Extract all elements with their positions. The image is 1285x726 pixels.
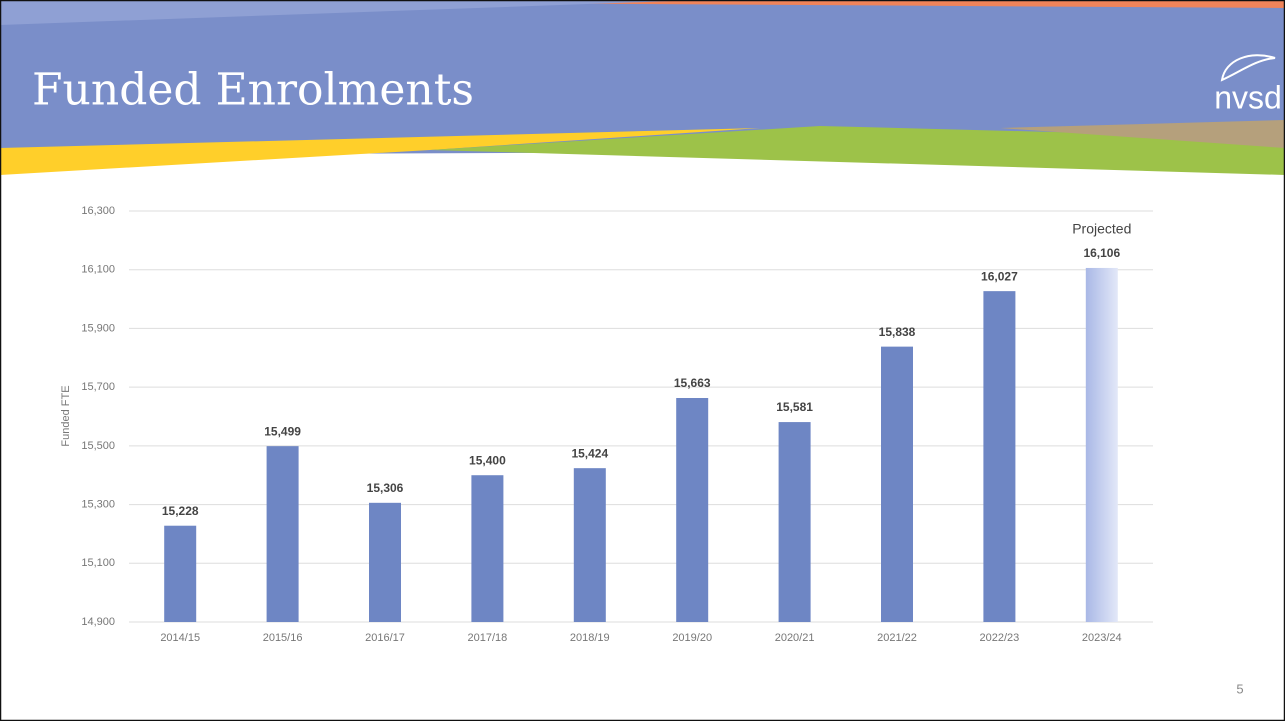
bar xyxy=(471,475,504,622)
y-tick-label: 16,100 xyxy=(81,264,115,276)
bar xyxy=(573,468,606,622)
bar xyxy=(266,446,299,622)
x-tick-label: 2014/15 xyxy=(160,632,200,644)
annotation: Projected xyxy=(1072,221,1131,237)
value-label: 16,106 xyxy=(1083,246,1120,260)
value-label: 15,581 xyxy=(776,400,813,414)
y-tick-label: 16,300 xyxy=(81,205,115,217)
value-label: 15,400 xyxy=(469,453,506,467)
bar xyxy=(676,398,709,622)
x-tick-label: 2018/19 xyxy=(570,632,610,644)
bar xyxy=(369,502,401,622)
y-tick-label: 15,700 xyxy=(81,381,115,393)
value-label: 15,228 xyxy=(162,504,199,518)
x-tick-label: 2023/24 xyxy=(1082,632,1122,644)
y-tick-label: 15,300 xyxy=(81,498,115,510)
y-tick-label: 15,900 xyxy=(81,322,115,334)
slide-title: Funded Enrolments xyxy=(32,65,474,116)
value-label: 16,027 xyxy=(981,269,1018,283)
bar xyxy=(1085,267,1118,622)
x-tick-label: 2019/20 xyxy=(672,632,712,644)
logo-leaf xyxy=(1220,54,1276,82)
x-tick-label: 2015/16 xyxy=(263,632,303,644)
bar xyxy=(983,291,1016,622)
y-tick-label: 15,100 xyxy=(81,557,115,569)
x-tick-label: 2016/17 xyxy=(365,632,405,644)
x-tick-label: 2020/21 xyxy=(775,632,815,644)
value-label: 15,306 xyxy=(367,481,404,495)
value-label: 15,499 xyxy=(264,424,301,438)
value-label: 15,424 xyxy=(571,446,608,460)
y-tick-label: 15,500 xyxy=(81,440,115,452)
bar xyxy=(164,525,197,622)
y-tick-label: 14,900 xyxy=(81,616,115,628)
page-number: 5 xyxy=(1236,681,1243,696)
x-tick-label: 2021/22 xyxy=(877,632,917,644)
value-label: 15,838 xyxy=(879,325,916,339)
y-axis-label: Funded FTE xyxy=(60,385,72,446)
x-tick-label: 2022/23 xyxy=(980,632,1020,644)
bar xyxy=(881,346,913,622)
logo: nvsd xyxy=(1214,79,1282,115)
value-label: 15,663 xyxy=(674,376,711,390)
bar xyxy=(778,422,811,622)
x-tick-label: 2017/18 xyxy=(468,632,508,644)
chart: 14,900 15,100 15,300 15,500 15,700 15,900 16,1… xyxy=(81,205,1153,644)
